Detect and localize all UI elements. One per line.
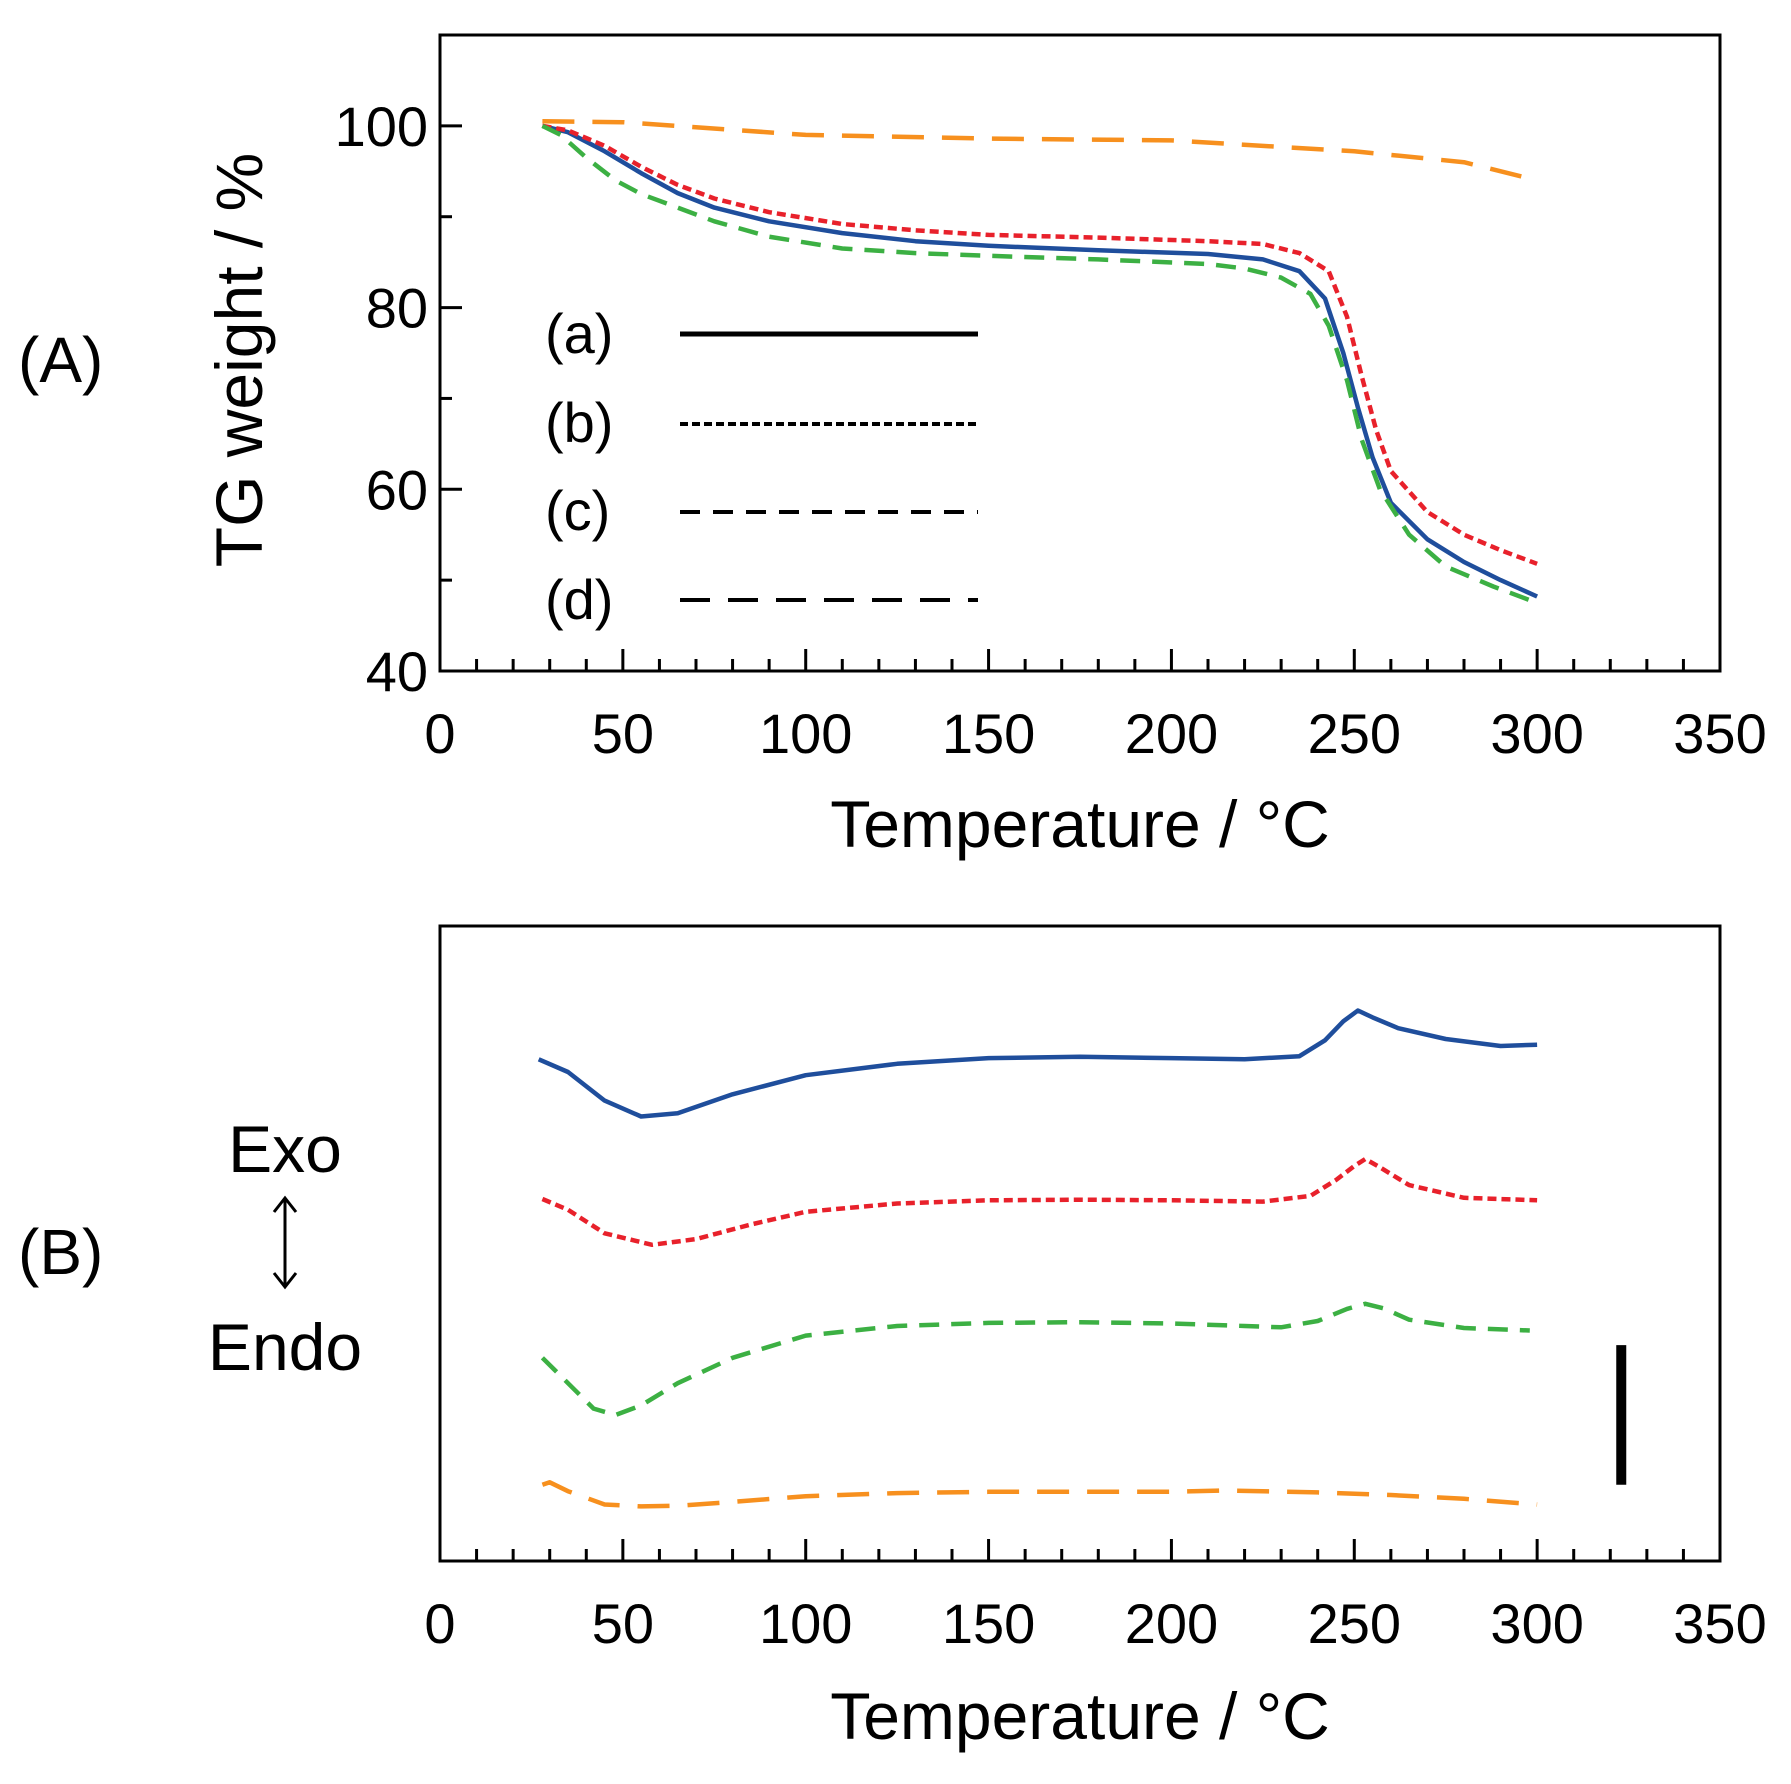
panel-label-b: (B) [18, 1216, 103, 1288]
tg-x-tick-label: 100 [759, 702, 852, 765]
tg-series-line-a [541, 123, 1539, 599]
tg-y-tick-label: 40 [366, 640, 428, 703]
tg-series-line-d [542, 119, 1538, 183]
dsc-x-tick-label: 100 [759, 1592, 852, 1655]
tg-y-axis-title: TG weight / % [202, 153, 276, 567]
endo-label: Endo [208, 1310, 362, 1384]
tg-x-tick-label: 150 [942, 702, 1035, 765]
legend-label-a: (a) [545, 302, 613, 365]
dsc-panel: (B) Exo Endo 0 50 100 150 200 250 300 350 Tempe… [18, 924, 1767, 1753]
dsc-series-line-b [541, 1156, 1538, 1248]
legend-label-d: (d) [545, 568, 613, 631]
dsc-plot-frame [438, 924, 1722, 1563]
tg-x-axis-title: Temperature / °C [830, 787, 1330, 861]
tg-series-line-b [542, 123, 1538, 566]
legend-label-b: (b) [545, 391, 613, 454]
tg-y-tick-label: 100 [335, 95, 428, 158]
tg-y-tick-label: 60 [366, 458, 428, 521]
dsc-series-line-a [537, 1008, 1538, 1119]
dsc-x-tick-label: 150 [942, 1592, 1035, 1655]
tg-x-tick-label: 0 [424, 702, 455, 765]
dsc-x-tick-label: 350 [1673, 1592, 1766, 1655]
panel-label-a: (A) [18, 324, 103, 396]
tg-x-tick-label: 50 [592, 702, 654, 765]
tg-x-tick-label: 350 [1673, 702, 1766, 765]
dsc-x-tick-label: 0 [424, 1592, 455, 1655]
tg-axis-ticks [438, 33, 1722, 673]
tg-x-tick-label: 250 [1308, 702, 1401, 765]
dsc-x-tick-label: 300 [1490, 1592, 1583, 1655]
tg-y-tick-label: 80 [366, 277, 428, 340]
exo-endo-arrow-icon [272, 1195, 298, 1290]
exo-label: Exo [228, 1112, 342, 1186]
dsc-axis-ticks [438, 1539, 1722, 1561]
tg-series-line-c [541, 123, 1538, 606]
dsc-series [537, 1008, 1538, 1509]
legend-label-c: (c) [545, 479, 610, 542]
dsc-x-tick-label: 200 [1125, 1592, 1218, 1655]
tg-x-tick-label: 300 [1490, 702, 1583, 765]
tg-legend: (a) (b) (c) (d) [545, 302, 978, 631]
dsc-series-line-d [541, 1480, 1538, 1509]
dsc-x-tick-label: 250 [1308, 1592, 1401, 1655]
dsc-series-line-c [540, 1301, 1530, 1418]
dsc-x-tick-label: 50 [592, 1592, 654, 1655]
tg-plot-frame [438, 33, 1722, 673]
tg-x-tick-label: 200 [1125, 702, 1218, 765]
tg-x-tick-labels: 0 50 100 150 200 250 300 350 [424, 702, 1766, 765]
tg-panel: (A) 0 50 100 150 200 250 300 350 40 60 80 100 Temp… [18, 33, 1767, 861]
tg-y-tick-labels: 40 60 80 100 [335, 95, 428, 703]
dsc-x-axis-title: Temperature / °C [830, 1679, 1330, 1753]
dsc-x-tick-labels: 0 50 100 150 200 250 300 350 [424, 1592, 1766, 1655]
tg-series [541, 119, 1539, 606]
